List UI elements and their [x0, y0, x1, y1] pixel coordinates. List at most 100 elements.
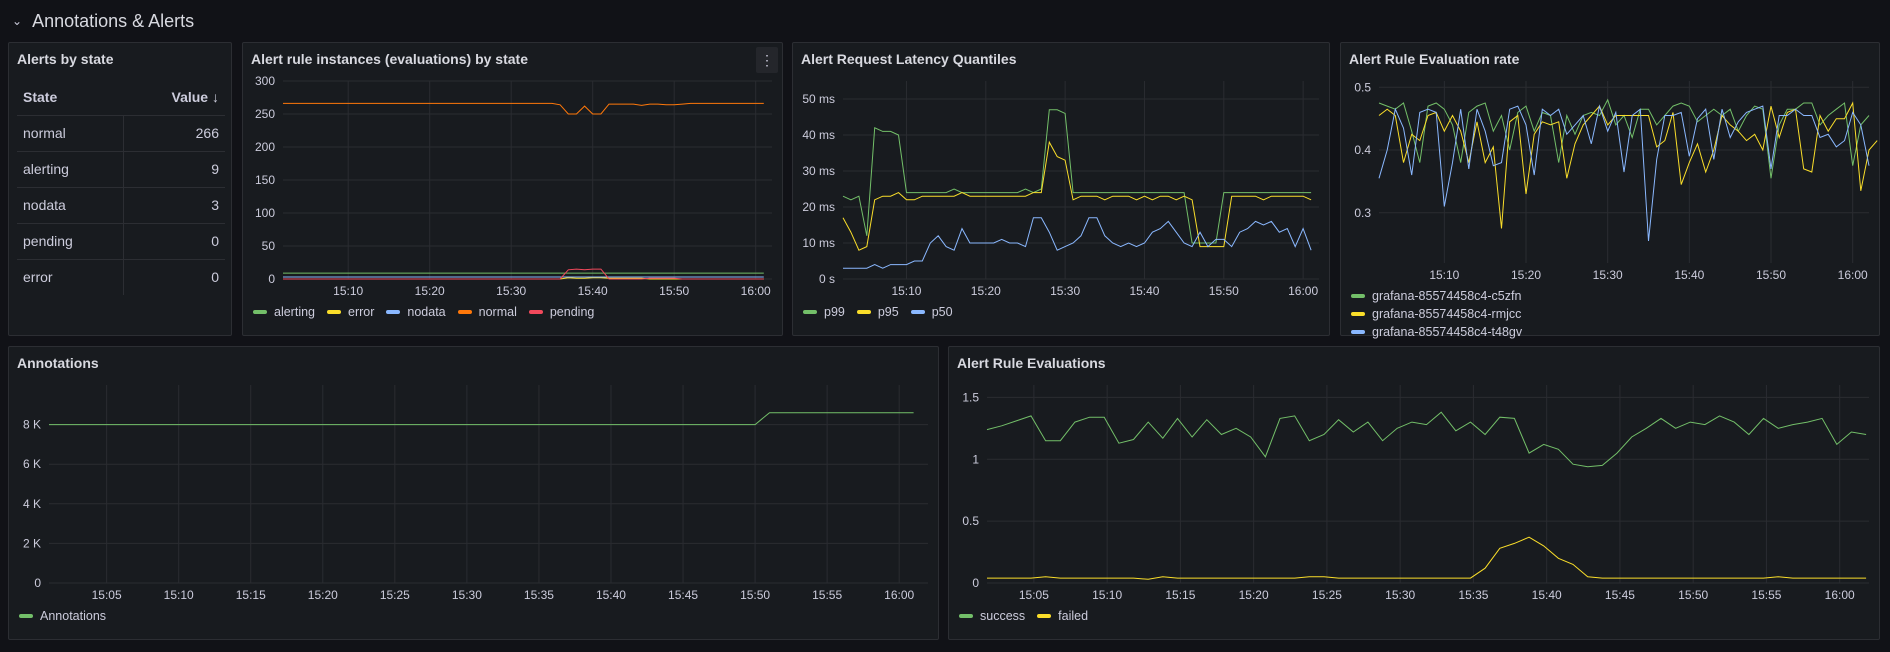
- alerts-table: State Value ↓ normal 266 alerting 9 nodata 3 p…: [17, 79, 225, 295]
- legend-label: failed: [1058, 609, 1089, 623]
- y-tick-label: 0.5: [962, 514, 979, 528]
- y-tick-label: 40 ms: [802, 128, 835, 142]
- x-tick-label: 15:05: [1019, 588, 1049, 602]
- y-tick-label: 1.5: [962, 390, 979, 404]
- panel-menu-icon[interactable]: ⋮: [756, 47, 778, 73]
- legend-color-swatch: [386, 310, 401, 314]
- legend-item[interactable]: failed: [1037, 609, 1088, 623]
- legend-item[interactable]: p95: [856, 305, 899, 319]
- x-tick-label: 15:40: [1674, 268, 1704, 282]
- y-tick-label: 8 K: [23, 418, 41, 432]
- x-tick-label: 15:10: [164, 588, 194, 602]
- legend: Annotations: [19, 609, 106, 623]
- series-line-normal: [283, 102, 764, 115]
- x-tick-label: 15:45: [668, 588, 698, 602]
- x-tick-label: 15:30: [452, 588, 482, 602]
- y-tick-label: 250: [255, 107, 275, 121]
- x-tick-label: 15:15: [1165, 588, 1195, 602]
- panel-title: Annotations: [17, 355, 99, 371]
- y-tick-label: 50: [262, 239, 276, 253]
- legend-item[interactable]: grafana-85574458c4-c5zfn: [1351, 289, 1521, 303]
- legend: alerting error nodata normal pending: [253, 305, 594, 319]
- legend-item[interactable]: error: [327, 305, 374, 319]
- legend-label: grafana-85574458c4-rmjcc: [1372, 307, 1522, 321]
- x-tick-label: 15:30: [1050, 284, 1080, 298]
- x-tick-label: 15:20: [415, 284, 445, 298]
- row-header-annotations-alerts[interactable]: ⌄ Annotations & Alerts: [12, 8, 194, 34]
- x-tick-label: 15:10: [891, 284, 921, 298]
- legend-label: p50: [931, 305, 953, 319]
- x-tick-label: 15:20: [1511, 268, 1541, 282]
- legend: success failed: [959, 609, 1088, 623]
- legend-item[interactable]: p50: [910, 305, 953, 319]
- x-tick-label: 15:55: [812, 588, 842, 602]
- chart-evaluations: 0 0.5 1 1.5 15:05 15:10 15:15 15:20 15:25 15:30 15…: [962, 385, 1869, 602]
- series-line-grafana-85574458c4-rmjcc: [1378, 101, 1878, 229]
- panel-alert-rule-instances: Alert rule instances (evaluations) by st…: [242, 42, 783, 336]
- x-tick-label: 15:05: [92, 588, 122, 602]
- x-tick-label: 15:55: [1751, 588, 1781, 602]
- series-line-success: [986, 411, 1867, 468]
- legend-color-swatch: [1351, 294, 1365, 298]
- legend-item[interactable]: grafana-85574458c4-rmjcc: [1351, 307, 1521, 321]
- legend-item[interactable]: normal: [457, 305, 517, 319]
- legend-color-swatch: [1351, 312, 1365, 316]
- legend-label: p95: [877, 305, 899, 319]
- x-tick-label: 16:00: [1288, 284, 1318, 298]
- legend-color-swatch: [959, 614, 973, 618]
- legend-item[interactable]: nodata: [386, 305, 446, 319]
- panel-alert-request-latency: Alert Request Latency Quantiles 0 s 10 ms 2…: [792, 42, 1330, 336]
- y-tick-label: 1: [972, 452, 979, 466]
- value-cell: 9: [122, 151, 225, 188]
- legend-item[interactable]: success: [959, 609, 1025, 623]
- panel-title: Alert Request Latency Quantiles: [801, 51, 1017, 67]
- chevron-down-icon[interactable]: ⌄: [12, 14, 23, 28]
- y-tick-label: 6 K: [23, 457, 41, 471]
- y-tick-label: 200: [255, 140, 275, 154]
- legend-color-swatch: [856, 310, 871, 314]
- legend-item[interactable]: grafana-85574458c4-t48gv: [1351, 325, 1522, 339]
- x-tick-label: 15:10: [1429, 268, 1459, 282]
- panel-title: Alert Rule Evaluation rate: [1349, 51, 1520, 67]
- y-tick-label: 10 ms: [802, 236, 835, 250]
- header-label: State: [23, 88, 58, 105]
- legend-color-swatch: [910, 310, 925, 314]
- y-tick-label: 4 K: [23, 497, 41, 511]
- chart-latency: 0 s 10 ms 20 ms 30 ms 40 ms 50 ms 15:10 15:20 15…: [802, 81, 1319, 298]
- legend-color-swatch: [253, 310, 267, 314]
- x-tick-label: 15:50: [659, 284, 689, 298]
- y-tick-label: 0.5: [1354, 80, 1371, 94]
- y-tick-label: 30 ms: [802, 164, 835, 178]
- legend-item[interactable]: alerting: [253, 305, 315, 319]
- legend-item[interactable]: p99: [803, 305, 845, 319]
- x-tick-label: 15:30: [1385, 588, 1415, 602]
- value-cell: 266: [122, 115, 225, 152]
- column-header-state[interactable]: State: [17, 79, 124, 116]
- legend-item[interactable]: Annotations: [19, 609, 106, 623]
- legend-color-swatch: [19, 614, 33, 618]
- chart-eval_rate: 0.3 0.4 0.5 15:10 15:20 15:30 15:40 15:50 16:00: [1354, 80, 1878, 282]
- panel-alerts-by-state: Alerts by state State Value ↓ normal 266 a…: [8, 42, 232, 336]
- x-tick-label: 16:00: [884, 588, 914, 602]
- legend-color-swatch: [327, 310, 341, 314]
- table-row: pending 0: [17, 223, 225, 260]
- legend-label: success: [980, 609, 1026, 623]
- row-title: Annotations & Alerts: [32, 10, 195, 31]
- legend-color-swatch: [528, 310, 543, 314]
- x-tick-label: 15:40: [1532, 588, 1562, 602]
- sort-descending-icon: ↓: [212, 88, 219, 105]
- x-tick-label: 15:50: [1209, 284, 1239, 298]
- x-tick-label: 15:35: [1458, 588, 1488, 602]
- y-tick-label: 20 ms: [802, 200, 835, 214]
- x-tick-label: 16:00: [741, 284, 771, 298]
- panel-annotations: Annotations 0 2 K 4 K 6 K 8 K 15:05 15:10 15:15 1…: [8, 346, 939, 640]
- header-label: Value: [171, 88, 209, 105]
- table-row: error 0: [17, 259, 225, 295]
- x-tick-label: 15:40: [578, 284, 608, 298]
- legend-item[interactable]: pending: [528, 305, 594, 319]
- legend-label: grafana-85574458c4-t48gv: [1372, 325, 1523, 339]
- x-tick-label: 15:25: [380, 588, 410, 602]
- column-header-value[interactable]: Value ↓: [123, 79, 225, 116]
- panel-alert-rule-evaluations: Alert Rule Evaluations 0 0.5 1 1.5 15:05 15:10…: [948, 346, 1880, 640]
- x-tick-label: 15:30: [1593, 268, 1623, 282]
